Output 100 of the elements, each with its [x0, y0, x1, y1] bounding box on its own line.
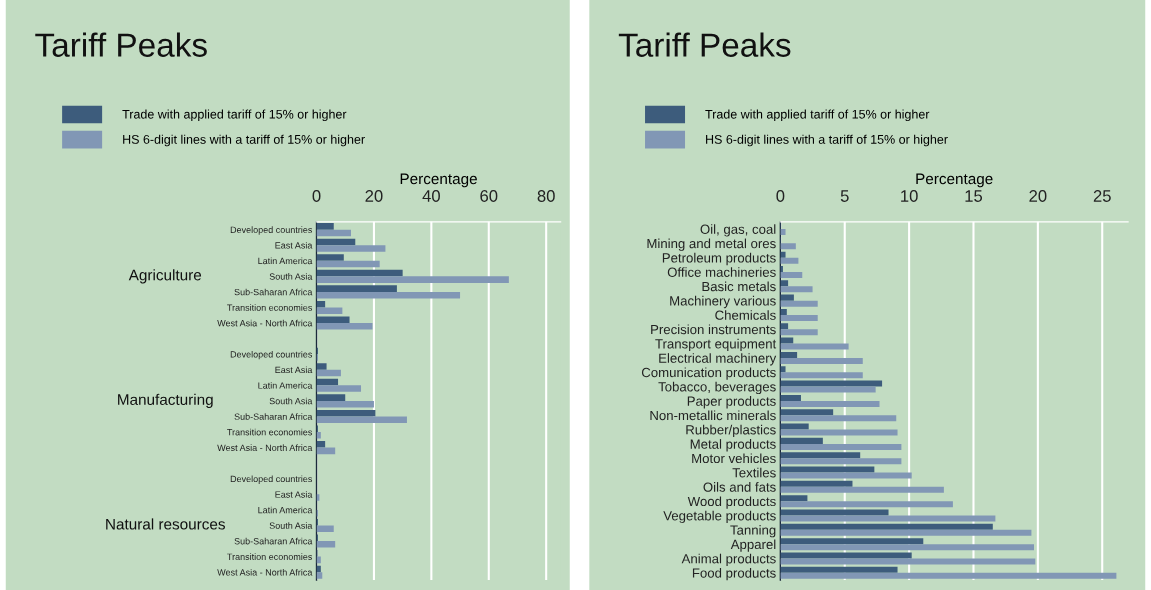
bar — [780, 515, 996, 522]
y-tick-label: Tanning — [730, 525, 776, 538]
x-tick-label: 20 — [365, 190, 383, 202]
text: Manufacturing — [118, 393, 213, 409]
bar — [780, 251, 786, 258]
bar — [316, 238, 356, 246]
y-tick-label: Oils and fats — [703, 482, 776, 492]
y-tick-label: Machinery various — [670, 295, 776, 309]
bar — [780, 566, 898, 573]
bar — [316, 229, 351, 237]
y-tick-label: Developed countries — [230, 350, 313, 360]
y-tick-label: Transition economies — [227, 553, 313, 560]
bar — [780, 280, 789, 287]
y-tick-label: Food products — [692, 568, 776, 581]
bar — [780, 558, 1036, 565]
bar — [780, 529, 1032, 536]
y-tick-label: Textiles — [732, 467, 776, 478]
y-tick-label: East Asia — [275, 241, 313, 249]
y-tick-label: Basic metals — [702, 281, 776, 292]
y-tick-label: Transition economies — [227, 304, 313, 311]
x-axis-title: Percentage — [916, 173, 993, 188]
bar — [780, 286, 813, 293]
y-tick-label: South Asia — [269, 522, 313, 529]
y-tick-label: Office machineries — [667, 267, 776, 277]
x-tick-label: 15 — [965, 190, 983, 202]
bar — [316, 223, 334, 230]
bar — [780, 372, 863, 379]
x-tick-label: 80 — [537, 190, 555, 202]
bar — [780, 271, 803, 278]
bar — [316, 572, 323, 579]
bar — [316, 394, 346, 401]
x-tick-label: 60 — [480, 190, 498, 202]
y-tick-label: Rubber/plastics — [686, 424, 776, 438]
bar — [780, 229, 786, 236]
y-tick-label: Wood products — [687, 496, 776, 509]
bar — [780, 495, 808, 502]
bar — [316, 363, 327, 370]
bar — [780, 452, 861, 459]
legend-label: Trade with applied tariff of 15% or higher — [122, 109, 347, 122]
y-tick-label: East Asia — [275, 491, 313, 498]
x-tick-label: 0 — [312, 190, 321, 202]
y-tick-label: Sub-Saharan Africa — [234, 537, 313, 545]
bar — [316, 400, 374, 408]
y-tick-label: Vegetable products — [663, 510, 776, 524]
bar — [780, 501, 953, 508]
y-tick-label: Motor vehicles — [692, 453, 776, 464]
y-tick-label: Transport equipment — [655, 338, 777, 352]
bar — [780, 257, 799, 264]
x-tick-label: 10 — [901, 190, 918, 202]
bar — [780, 323, 789, 330]
chart-title: Tariff Peaks — [35, 32, 207, 57]
y-tick-label: Petroleum products — [662, 252, 776, 266]
bar — [780, 308, 787, 315]
bar — [780, 343, 849, 350]
y-tick-label: Latin America — [258, 382, 313, 389]
bar — [780, 572, 1117, 579]
bar — [780, 472, 912, 479]
y-tick-label: Animal products — [681, 553, 776, 566]
y-tick-label: Oil, gas, coal — [700, 224, 776, 237]
text: Natural resources — [106, 518, 225, 530]
bar — [316, 316, 350, 324]
bar — [780, 523, 993, 530]
text: Agriculture — [128, 269, 202, 284]
bar — [780, 386, 876, 393]
bar — [780, 380, 883, 387]
bar — [780, 552, 912, 559]
y-tick-label: Paper products — [687, 396, 776, 409]
x-tick-label: 40 — [422, 190, 440, 202]
y-tick-label: South Asia — [269, 397, 313, 405]
chart-title: Tariff Peaks — [618, 32, 791, 57]
y-tick-label: East Asia — [275, 366, 313, 374]
bar — [780, 243, 796, 250]
bar — [316, 285, 397, 292]
bar — [780, 366, 786, 373]
legend-label: HS 6-digit lines with a tariff of 15% or higher — [123, 134, 365, 147]
y-tick-label: West Asia - North Africa — [217, 444, 313, 451]
y-tick-label: Chemicals — [715, 310, 776, 320]
y-tick-label: Precision instruments — [651, 324, 776, 335]
legend-label: Trade with applied tariff of 15% or higher — [705, 109, 930, 122]
bar — [780, 300, 818, 307]
bar — [316, 245, 386, 252]
x-tick-label: 0 — [776, 190, 785, 202]
bar — [780, 415, 897, 422]
bar — [780, 429, 898, 436]
y-tick-label: Developed countries — [230, 475, 313, 484]
y-tick-label: Sub-Saharan Africa — [234, 288, 313, 296]
y-tick-label: Latin America — [258, 257, 313, 265]
bar — [316, 541, 336, 548]
x-axis-title: Percentage — [400, 173, 477, 188]
bar — [780, 538, 924, 545]
bar — [316, 291, 461, 299]
bar — [316, 269, 403, 277]
bar — [780, 394, 801, 401]
y-tick-label: Metal products — [690, 439, 776, 452]
y-tick-label: Tobacco, beverages — [658, 381, 776, 395]
bar — [780, 443, 902, 450]
bar — [316, 432, 321, 439]
y-tick-label: Mining and metal ores — [647, 238, 776, 251]
bar — [316, 385, 362, 392]
bar — [780, 458, 902, 465]
